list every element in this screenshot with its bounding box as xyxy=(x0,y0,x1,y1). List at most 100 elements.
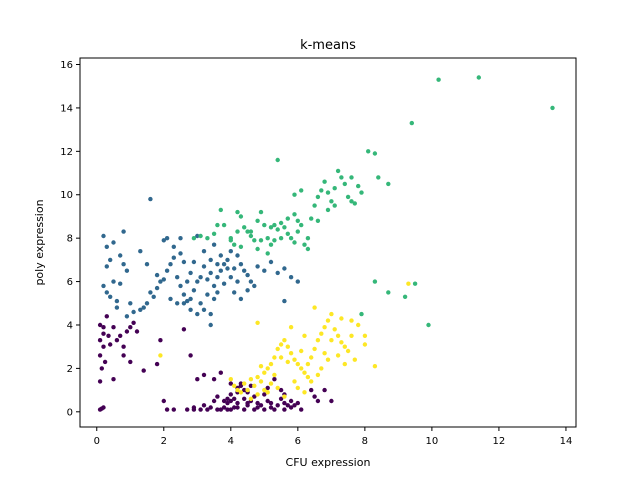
data-point-c2-57 xyxy=(550,105,555,111)
data-point-c2-40 xyxy=(342,181,347,187)
data-point-c0-12 xyxy=(104,314,110,319)
data-point-c1-49 xyxy=(225,257,230,263)
data-point-c2-9 xyxy=(238,214,244,219)
data-point-c0-46 xyxy=(218,370,223,375)
data-point-c2-47 xyxy=(372,151,378,156)
data-point-c1-85 xyxy=(282,266,287,271)
data-point-c2-59 xyxy=(292,192,297,197)
data-point-c3-8 xyxy=(255,374,260,380)
y-tick-label-3: 6 xyxy=(67,277,73,288)
data-point-c2-27 xyxy=(299,222,304,228)
data-point-c3-57 xyxy=(329,338,334,343)
data-point-c3-38 xyxy=(362,342,368,347)
data-point-c3-33 xyxy=(339,340,344,345)
data-point-c1-76 xyxy=(208,257,213,263)
data-point-c1-0 xyxy=(101,233,106,239)
data-point-c2-71 xyxy=(295,218,300,223)
data-point-c0-62 xyxy=(242,396,247,401)
data-point-c2-29 xyxy=(305,236,311,241)
data-point-c3-30 xyxy=(329,311,334,317)
x-tick-label-1: 2 xyxy=(161,436,167,447)
data-point-c1-91 xyxy=(138,249,143,254)
data-point-c0-58 xyxy=(235,400,240,406)
data-point-c0-95 xyxy=(225,396,230,401)
data-point-c0-26 xyxy=(141,368,146,373)
data-point-c1-38 xyxy=(181,301,187,306)
data-point-c3-39 xyxy=(372,364,378,369)
data-point-c1-95 xyxy=(205,277,210,282)
data-point-c3-53 xyxy=(325,357,331,362)
data-point-c1-52 xyxy=(238,262,244,267)
data-point-c1-45 xyxy=(211,283,217,289)
data-point-c3-29 xyxy=(325,318,331,323)
data-point-c0-74 xyxy=(268,405,274,410)
data-point-c1-99 xyxy=(185,279,190,284)
data-point-c3-48 xyxy=(248,396,254,401)
data-point-c2-55 xyxy=(436,77,441,82)
data-point-c0-32 xyxy=(161,398,166,404)
y-axis-ticks: 0 2 4 6 8 10 12 14 16 xyxy=(60,60,80,418)
data-point-c1-25 xyxy=(161,277,166,282)
data-point-c0-23 xyxy=(134,329,140,334)
data-point-c3-60 xyxy=(268,381,274,386)
data-point-c3-35 xyxy=(345,348,351,354)
data-point-c1-44 xyxy=(205,292,210,297)
data-point-c2-72 xyxy=(305,246,311,252)
data-point-c0-102 xyxy=(242,387,247,393)
data-point-c0-18 xyxy=(121,344,126,349)
data-point-c1-61 xyxy=(208,270,213,276)
data-point-c2-20 xyxy=(275,227,280,232)
x-tick-label-2: 4 xyxy=(228,436,234,447)
data-point-c3-73 xyxy=(362,333,368,338)
data-point-c0-73 xyxy=(265,398,270,404)
data-point-c0-48 xyxy=(221,405,227,410)
data-point-c2-48 xyxy=(376,175,381,180)
data-point-c1-58 xyxy=(228,275,233,280)
data-point-c2-56 xyxy=(476,75,481,80)
data-point-c3-1 xyxy=(228,377,233,382)
data-point-c1-75 xyxy=(218,253,223,258)
data-point-c3-40 xyxy=(406,281,411,286)
data-point-c1-74 xyxy=(211,242,217,247)
data-point-c0-51 xyxy=(228,381,233,386)
data-point-c3-69 xyxy=(309,379,314,384)
data-point-c0-10 xyxy=(101,325,106,330)
data-point-c2-81 xyxy=(272,222,277,228)
data-point-c1-21 xyxy=(148,290,153,295)
data-point-c1-43 xyxy=(198,301,203,306)
x-axis-label: CFU expression xyxy=(286,456,371,469)
data-point-c0-92 xyxy=(288,405,294,410)
data-point-c1-51 xyxy=(235,253,240,258)
data-point-c0-11 xyxy=(102,359,108,365)
data-point-c2-15 xyxy=(258,209,264,215)
data-point-c3-63 xyxy=(255,320,260,325)
x-tick-label-3: 6 xyxy=(295,436,301,447)
data-point-c0-85 xyxy=(315,398,321,404)
data-point-c1-17 xyxy=(141,305,146,310)
data-point-c3-12 xyxy=(268,361,274,367)
data-point-c0-34 xyxy=(171,407,176,412)
data-point-c0-4 xyxy=(99,366,105,371)
data-point-c2-80 xyxy=(265,251,270,256)
data-point-c0-80 xyxy=(282,400,287,406)
data-point-c1-71 xyxy=(178,236,183,241)
data-point-c0-103 xyxy=(265,385,270,391)
data-point-c0-42 xyxy=(211,398,217,404)
data-point-c0-22 xyxy=(131,320,136,325)
data-point-c1-18 xyxy=(144,301,150,306)
data-point-c2-79 xyxy=(255,246,260,252)
data-point-c0-45 xyxy=(215,394,220,399)
data-point-c3-20 xyxy=(295,361,300,367)
data-point-c2-2 xyxy=(205,236,210,241)
data-point-c2-25 xyxy=(292,240,297,245)
data-point-c3-26 xyxy=(315,338,321,343)
data-point-c2-64 xyxy=(238,244,244,249)
data-point-c1-72 xyxy=(195,233,200,239)
data-point-c3-13 xyxy=(272,355,277,360)
data-point-c0-41 xyxy=(208,405,213,410)
data-point-c0-37 xyxy=(191,407,197,412)
data-point-c0-2 xyxy=(101,405,106,410)
data-point-c1-94 xyxy=(191,259,197,265)
data-point-c0-31 xyxy=(195,377,200,382)
